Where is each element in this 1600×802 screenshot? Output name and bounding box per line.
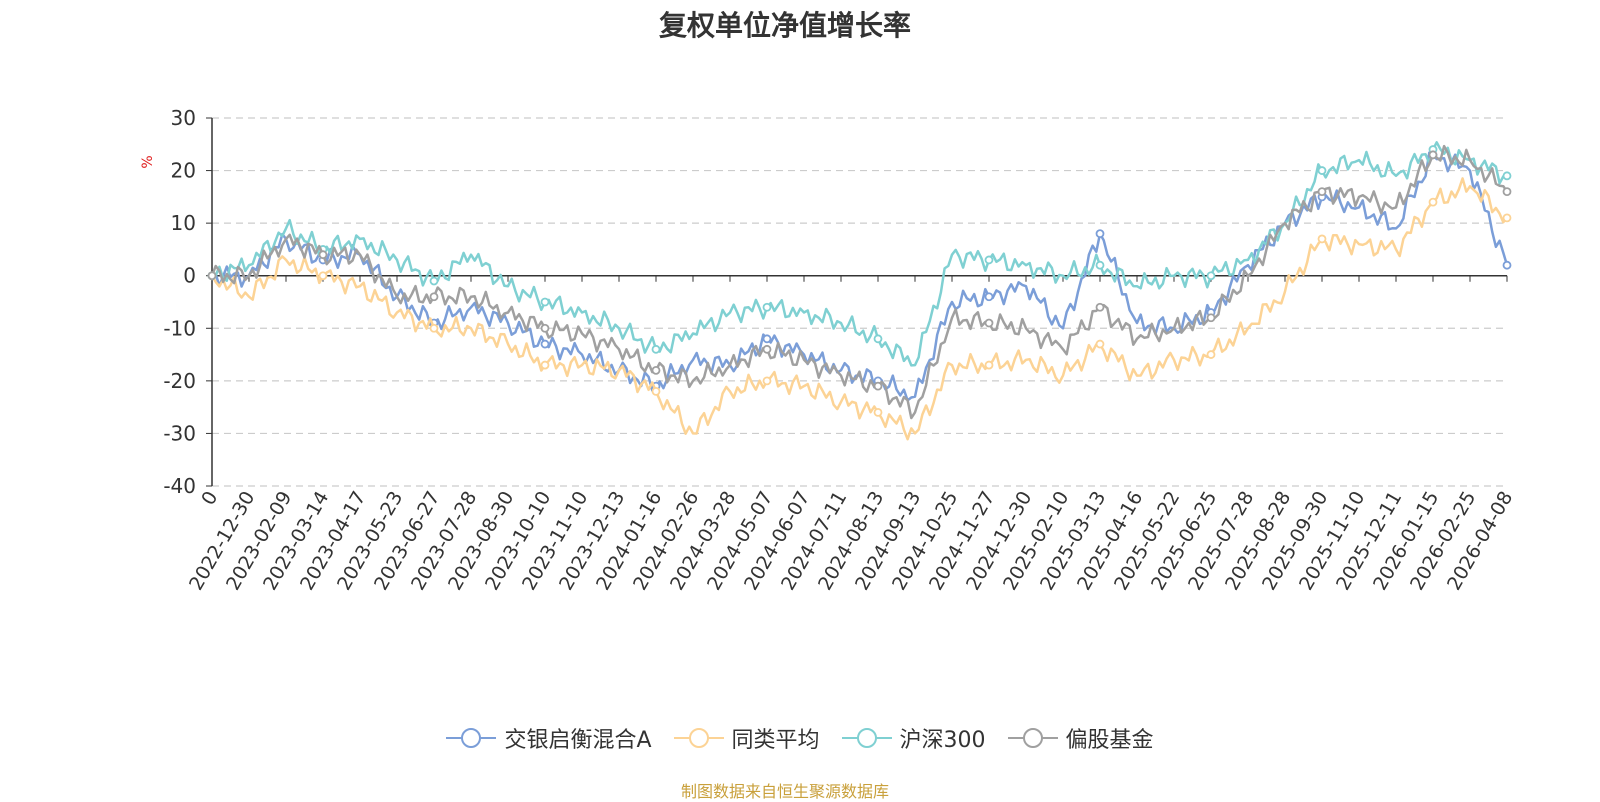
legend-label: 同类平均 <box>731 728 820 753</box>
data-point <box>540 323 550 333</box>
legend-item[interactable]: 沪深300 <box>841 722 986 754</box>
legend-marker-icon <box>446 728 497 748</box>
data-point <box>429 276 439 286</box>
data-point <box>1502 171 1512 181</box>
data-point <box>1095 302 1105 312</box>
data-point <box>318 271 328 281</box>
data-point <box>1095 339 1105 349</box>
data-point <box>207 271 217 281</box>
legend-marker-icon <box>1007 728 1058 748</box>
y-tick-label: -30 <box>163 421 196 445</box>
y-tick-label: 20 <box>171 159 196 183</box>
data-point <box>1317 234 1327 244</box>
data-point <box>1206 350 1216 359</box>
data-point <box>651 386 661 396</box>
data-point <box>1095 260 1105 270</box>
chart-title: 复权单位净值增长率 <box>658 9 911 42</box>
y-tick-label: -40 <box>163 474 196 498</box>
data-point <box>429 323 439 333</box>
y-tick-label: 30 <box>171 106 196 130</box>
data-source-note: 制图数据来自恒生聚源数据库 <box>680 782 889 801</box>
data-point <box>1502 187 1512 197</box>
series-line <box>210 177 1508 441</box>
data-point <box>762 376 772 386</box>
data-point <box>873 381 883 391</box>
chart-legend: 交银启衡混合A 同类平均 沪深300 偏股基金 <box>0 722 1600 754</box>
legend-marker-icon <box>673 728 724 748</box>
y-axis-unit-label: % <box>140 155 156 168</box>
y-tick-label: 10 <box>171 211 196 235</box>
data-point <box>1317 187 1327 197</box>
data-point <box>429 292 439 302</box>
data-point <box>984 255 994 265</box>
series-group <box>207 144 1512 420</box>
series-line <box>211 141 1508 367</box>
data-point <box>1428 150 1438 160</box>
data-point <box>651 344 661 354</box>
y-tick-label: 0 <box>183 264 196 288</box>
data-point <box>540 360 550 370</box>
legend-item[interactable]: 交银启衡混合A <box>446 722 652 754</box>
data-point <box>984 360 994 370</box>
data-point <box>762 334 772 344</box>
data-point <box>1206 271 1216 281</box>
data-point <box>984 318 994 328</box>
data-point <box>1317 166 1327 175</box>
series-line <box>211 151 1509 402</box>
series-group <box>207 141 1512 367</box>
data-point <box>1502 260 1512 270</box>
data-point <box>540 339 550 349</box>
data-point <box>651 365 661 375</box>
data-point <box>984 292 994 302</box>
legend-item[interactable]: 偏股基金 <box>1007 722 1154 754</box>
data-point <box>1502 213 1512 223</box>
y-tick-label: -10 <box>163 316 196 340</box>
data-point <box>318 250 328 260</box>
data-point <box>762 302 772 312</box>
series-line <box>210 144 1509 420</box>
data-point <box>1206 313 1216 323</box>
legend-label: 交银启衡混合A <box>504 728 652 753</box>
legend-label: 偏股基金 <box>1065 728 1154 753</box>
y-tick-label: -20 <box>163 369 196 393</box>
data-point <box>540 297 550 307</box>
series-group <box>207 177 1512 441</box>
legend-marker-icon <box>841 728 892 748</box>
legend-label: 沪深300 <box>899 728 986 753</box>
data-point <box>873 334 883 344</box>
data-point <box>762 344 772 354</box>
x-tick-label: 0 <box>197 488 222 509</box>
data-point <box>1095 229 1105 239</box>
data-point <box>1428 197 1438 207</box>
legend-item[interactable]: 同类平均 <box>673 722 820 754</box>
data-point <box>873 407 883 417</box>
